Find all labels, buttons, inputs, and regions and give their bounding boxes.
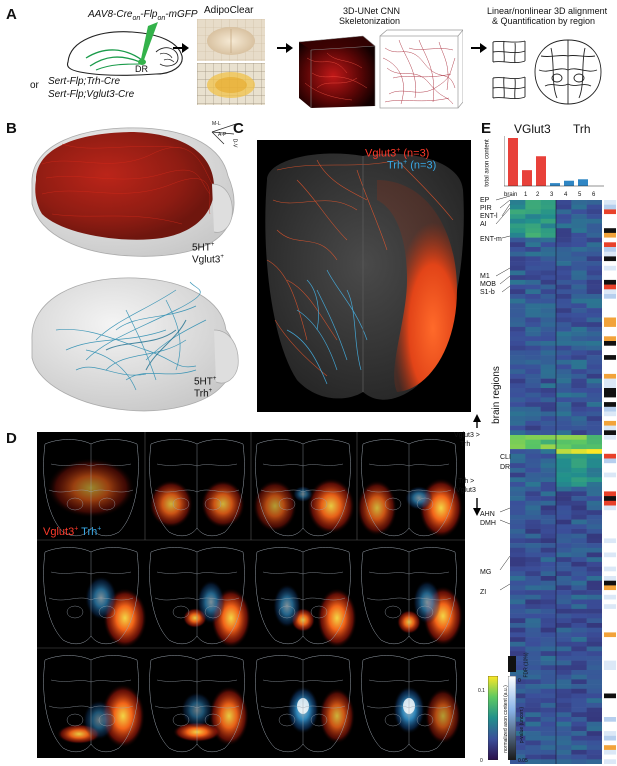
bar-brain-5 [564,180,574,186]
region-ahn: AHN [480,511,495,518]
brain-render-vglut3 [31,127,235,257]
or-label: or [30,80,39,91]
step-align-label-2: & Quantification by region [492,16,596,26]
brain-id-5: 5 [578,192,582,198]
volume-cube-skeleton [379,29,463,109]
volume-cube-raw [298,35,376,108]
panel-label-b: B [6,120,17,137]
pvalue-colorbar [508,676,516,760]
label-5ht-vglut3-line2: Vglut3+ [192,254,224,266]
heatmap-canvas [510,200,602,764]
region-ent-l: ENT-l [480,213,498,220]
axon-content-bar-chart [504,136,604,187]
region-heatmap [510,200,602,764]
panel-a: AAV8-Creon-Flpon-mGFP DR or Sert-Flp;Trh… [0,0,617,120]
pval-label: p-value (uncorr.) [519,706,526,744]
coronal-section-overlay [265,153,464,400]
bar-brain-4 [550,183,560,186]
panel-label-c: C [233,120,244,137]
axis-ap-label: A-P [218,132,227,138]
orientation-axes-icon [211,123,237,145]
mouse-line-1: Sert-Flp;Trh-Cre [48,76,121,87]
arrow-3-icon [471,43,487,53]
cleared-brain-photo-1 [197,19,265,61]
pval-tick-high: 0.05 [518,758,528,764]
panel-label-a: A [6,6,17,23]
label-5ht-trh-line2: Trh+ [194,388,213,400]
cbar-tick-low: 0 [480,758,483,764]
fdr-label: FDR (10%) [523,652,530,678]
region-mob: MOB [480,281,496,288]
group-label-vglut3: VGlut3 [514,122,551,136]
arrow-2-icon [277,43,293,53]
panel-c-image: Vglut3+ (n=3) Trh+ (n=3) [257,140,471,412]
region-dmh: DMH [480,520,496,527]
legend-vglut3: Vglut3+ (n=3) [365,147,430,160]
step-align-label-1: Linear/nonlinear 3D alignment [487,6,608,16]
brain-regions-axis-label: brain regions [490,366,502,424]
atlas-section-icon [534,39,602,105]
brain-render-trh [31,277,239,412]
label-5ht-trh-line1: 5HT+ [194,376,217,388]
compare-up-1: Vglut3 > [454,432,480,439]
step-adipoclear-label: AdipoClear [204,5,254,16]
pvalue-strip [604,200,616,764]
bar-ylabel: total axon content [484,139,491,187]
region-pir: PIR [480,205,492,212]
compare-dn-2: Vglut3 [456,487,476,494]
bar-brain-6 [578,179,588,186]
brain-axis-label: brain [504,192,518,198]
region-leader-lines [495,196,511,591]
injection-site-label: DR [135,64,148,74]
region-zi: ZI [480,589,487,596]
compare-arrows-icon [473,414,481,516]
fdr-swatch [508,656,516,672]
region-cli: CLI [500,454,511,461]
brain-id-4: 4 [564,192,568,198]
bar-brain-2 [522,170,532,186]
mouse-brain-schematic [66,22,183,76]
label-5ht-vglut3-line1: 5HT+ [192,242,215,254]
cbar-tick-high: 0.1 [478,688,485,694]
brain-id-row: 1 2 3 4 5 6 [524,190,604,198]
region-ai: AI [480,221,487,228]
mouse-line-2: Sert-Flp;Vglut3-Cre [48,89,135,100]
region-m1: M1 [480,273,490,280]
legend-trh: Trh+ (n=3) [387,159,437,172]
compare-up-2: Trh [460,441,471,448]
panel-d-grid: Vglut3+ Trh+ [37,432,465,758]
compare-dn-1: Trh > [458,478,475,485]
panel-e: VGlut3 Trh total axon content brain 1 2 … [454,120,617,764]
panel-b: M-L A-P D-V 5HT+ Vglut3+ [0,120,240,430]
bar-brain-1 [508,138,518,186]
cleared-brain-photo-2 [197,63,265,105]
heatmap-colorbar [488,676,498,760]
pval-tick-low: 0 [518,678,521,684]
group-label-trh: Trh [573,122,591,136]
region-mg: MG [480,569,492,576]
d-legend: Vglut3+ Trh+ [43,525,102,538]
pvalue-canvas [604,200,616,764]
region-ep: EP [480,197,490,204]
panel-label-e: E [481,120,492,137]
step-unet-label-1: 3D-UNet CNN [343,6,401,16]
bar-brain-3 [536,156,546,186]
heatmap-section-grid [37,432,465,753]
brain-id-1: 1 [524,192,528,198]
brain-id-6: 6 [592,192,596,198]
brain-id-3: 3 [550,192,554,198]
virus-label: AAV8-Creon-Flpon-mGFP [88,9,198,23]
arrow-1-icon [173,43,189,53]
brain-id-2: 2 [536,192,540,198]
alignment-grid-icon [492,40,526,100]
step-unet-label-2: Skeletonization [339,16,401,26]
region-ent-m: ENT-m [480,236,502,243]
panel-label-d: D [6,430,17,447]
axis-ml-label: M-L [212,121,221,127]
region-s1-b: S1-b [480,289,495,296]
region-dr: DR [500,464,511,471]
